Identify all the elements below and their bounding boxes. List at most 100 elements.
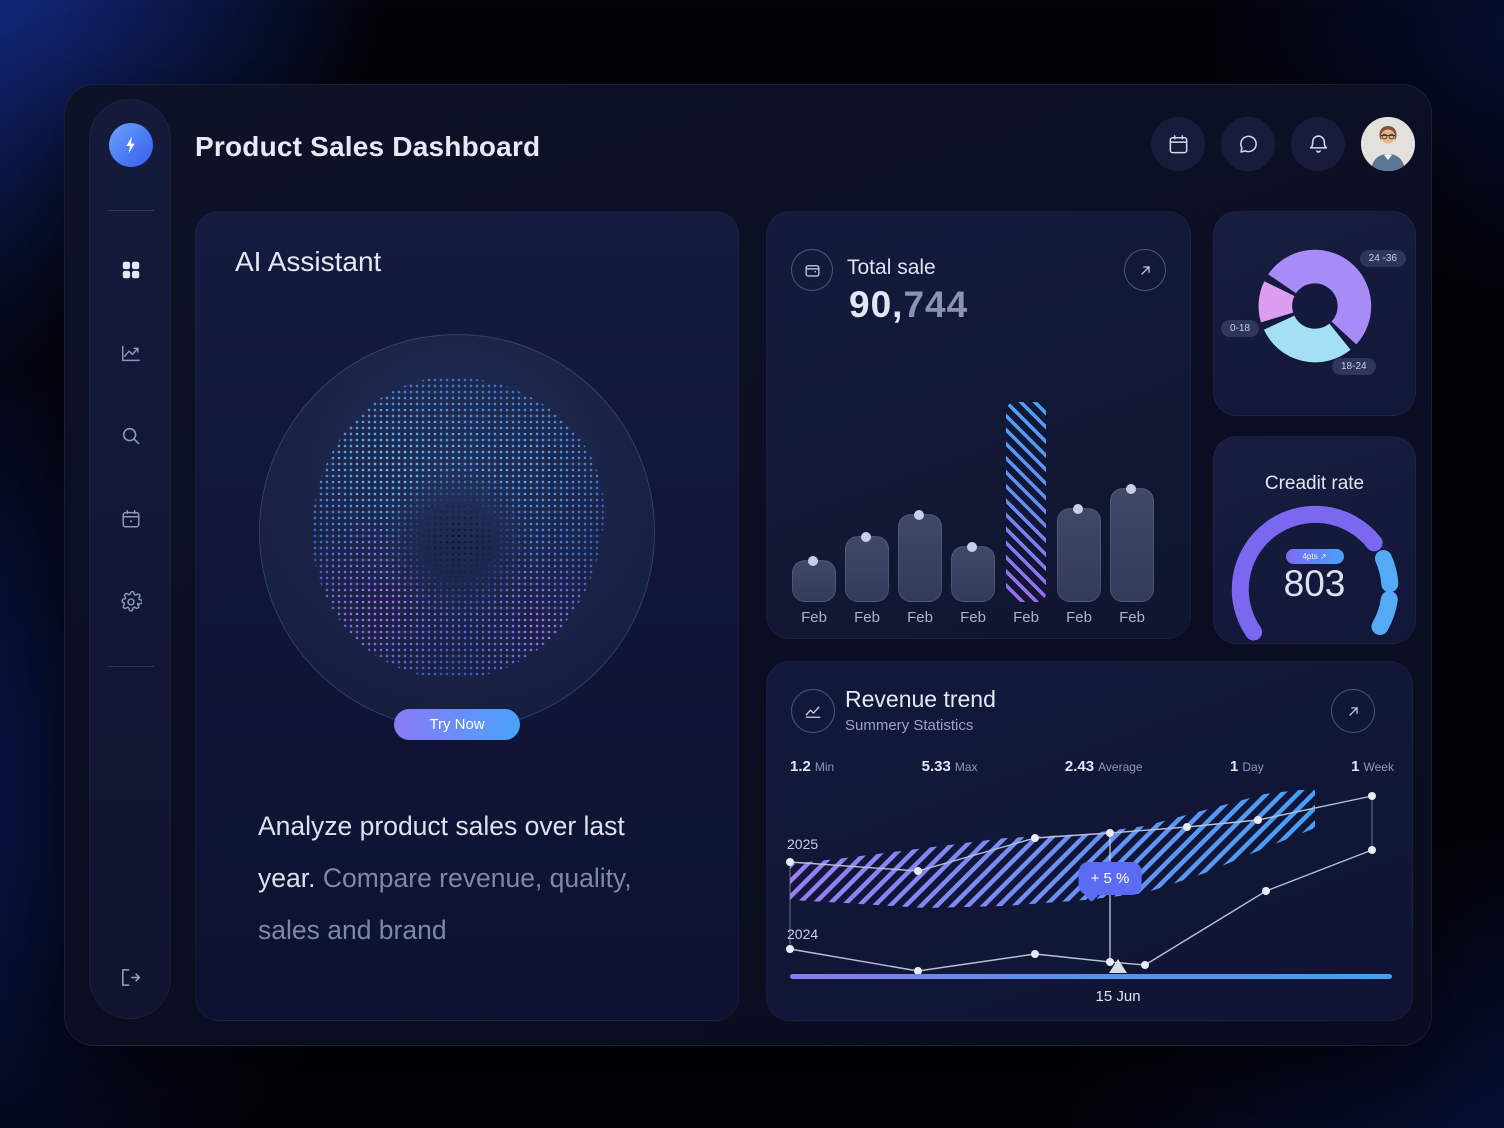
bar-category-label: Feb bbox=[960, 609, 986, 626]
bar bbox=[898, 510, 942, 602]
bar-column: Feb bbox=[845, 532, 889, 626]
slider-date-label: 15 Jun bbox=[1095, 988, 1141, 1005]
total-sale-expand-button[interactable] bbox=[1124, 249, 1166, 291]
date-slider-track[interactable]: 15 Jun bbox=[790, 959, 1392, 1005]
chat-icon bbox=[1237, 133, 1260, 156]
ai-assistant-title: AI Assistant bbox=[235, 246, 382, 277]
revenue-trend-card: Revenue trend Summery Statistics 1.2 Min … bbox=[766, 661, 1413, 1021]
wallet-icon-circle bbox=[791, 249, 833, 291]
calendar-button[interactable] bbox=[1151, 117, 1205, 171]
bar-column: Feb bbox=[898, 510, 942, 626]
ai-particle-sphere bbox=[312, 377, 604, 679]
sidebar-item-settings[interactable] bbox=[119, 590, 143, 614]
chat-button[interactable] bbox=[1221, 117, 1275, 171]
sidebar-divider bbox=[108, 210, 154, 211]
bar bbox=[845, 532, 889, 602]
ai-description-rest: Compare revenue, quality, sales and bran… bbox=[258, 863, 632, 945]
sidebar bbox=[89, 99, 171, 1019]
lightning-icon bbox=[121, 135, 141, 155]
app-logo[interactable] bbox=[109, 123, 153, 167]
sidebar-item-analytics[interactable] bbox=[119, 341, 143, 365]
bar-column: Feb bbox=[1057, 504, 1101, 626]
bar-top-dot bbox=[914, 510, 925, 520]
total-sale-value-main: 90, bbox=[849, 284, 904, 325]
series-label-2025: 2025 bbox=[787, 836, 819, 852]
logout-icon bbox=[119, 966, 143, 989]
sidebar-item-dashboard[interactable] bbox=[119, 258, 143, 282]
ai-description-strong: Analyze product sales over last year. bbox=[258, 811, 625, 893]
bar bbox=[792, 556, 836, 602]
bar-category-label: Feb bbox=[907, 609, 933, 626]
logout-button[interactable] bbox=[119, 966, 143, 990]
notifications-button[interactable] bbox=[1291, 117, 1345, 171]
sidebar-item-search[interactable] bbox=[119, 424, 143, 448]
credit-rate-badge: 4pts ↗ bbox=[1285, 549, 1344, 564]
sidebar-nav bbox=[90, 258, 172, 614]
bar-top-dot bbox=[808, 556, 819, 566]
bar-category-label: Feb bbox=[1066, 609, 1092, 626]
line-chart-icon bbox=[803, 701, 823, 721]
ai-description: Analyze product sales over last year. Co… bbox=[258, 800, 682, 956]
grid-icon bbox=[120, 259, 142, 281]
search-icon bbox=[120, 425, 142, 447]
stat-week: 1 Week bbox=[1351, 758, 1394, 775]
total-sale-title: Total sale bbox=[847, 256, 936, 279]
bar-top-dot bbox=[1126, 484, 1137, 494]
bar-category-label: Feb bbox=[854, 609, 880, 626]
bar-column: Feb bbox=[951, 542, 995, 626]
bar-top-dot bbox=[1073, 504, 1084, 514]
bar bbox=[1057, 504, 1101, 602]
revenue-svg bbox=[785, 790, 1376, 975]
revenue-trend-subtitle: Summery Statistics bbox=[845, 717, 974, 734]
try-now-button[interactable]: Try Now bbox=[394, 709, 520, 740]
donut-label-24-36: 24 -36 bbox=[1359, 250, 1406, 267]
donut-label-18-24: 18-24 bbox=[1332, 358, 1376, 375]
total-sale-card: Total sale 90,744 Feb Feb Feb Feb Feb Feb Feb bbox=[766, 211, 1191, 639]
calendar-icon bbox=[120, 508, 142, 530]
user-avatar[interactable] bbox=[1361, 117, 1415, 171]
edge-connectors bbox=[789, 796, 1373, 949]
bell-icon bbox=[1307, 133, 1330, 156]
date-slider-handle[interactable] bbox=[1109, 959, 1128, 973]
stat-average: 2.43 Average bbox=[1064, 758, 1143, 775]
stat-min: 1.2 Min bbox=[790, 758, 835, 775]
bar-category-label: Feb bbox=[1013, 609, 1039, 626]
hatched-band bbox=[785, 790, 1345, 915]
bar-category-label: Feb bbox=[801, 609, 827, 626]
sidebar-divider bbox=[108, 666, 154, 667]
wallet-icon bbox=[803, 261, 822, 280]
credit-rate-card: Creadit rate 4pts ↗ 803 bbox=[1213, 436, 1416, 644]
arrow-up-right-icon bbox=[1345, 703, 1362, 720]
revenue-expand-button[interactable] bbox=[1331, 689, 1375, 733]
total-sale-value-dim: 744 bbox=[903, 284, 969, 325]
gauge-svg bbox=[1231, 505, 1399, 641]
revenue-icon-circle bbox=[791, 689, 835, 733]
age-donut-card: 24 -36 0-18 18-24 bbox=[1213, 211, 1416, 416]
bar-top-dot bbox=[861, 532, 872, 542]
calendar-icon bbox=[1167, 133, 1190, 156]
header-actions bbox=[1151, 117, 1415, 171]
donut-label-0-18: 0-18 bbox=[1221, 320, 1260, 337]
bar-top-dot bbox=[967, 542, 978, 552]
bar bbox=[951, 542, 995, 602]
age-donut-svg bbox=[1258, 249, 1372, 363]
stat-day: 1 Day bbox=[1230, 758, 1264, 775]
annotation-badge: + 5 % bbox=[1078, 862, 1142, 895]
bar-column: Feb bbox=[1004, 402, 1048, 626]
page-title: Product Sales Dashboard bbox=[195, 131, 541, 162]
credit-rate-title: Creadit rate bbox=[1264, 473, 1365, 494]
ai-visual-circle bbox=[259, 334, 655, 730]
bar-highlighted bbox=[1006, 402, 1046, 602]
bar bbox=[1110, 484, 1154, 602]
chart-line-icon bbox=[120, 342, 142, 364]
gear-icon bbox=[120, 591, 142, 613]
arrow-up-right-icon bbox=[1137, 262, 1154, 279]
revenue-trend-title: Revenue trend bbox=[845, 686, 996, 712]
total-sale-value: 90,744 bbox=[849, 284, 968, 326]
stat-max: 5.33 Max bbox=[921, 758, 978, 775]
total-sale-bar-chart: Feb Feb Feb Feb Feb Feb Feb bbox=[792, 402, 1154, 626]
bar-column: Feb bbox=[1110, 484, 1154, 626]
sidebar-item-calendar[interactable] bbox=[119, 507, 143, 531]
ai-assistant-card: AI Assistant Try Now Analyze product sal… bbox=[195, 211, 739, 1021]
